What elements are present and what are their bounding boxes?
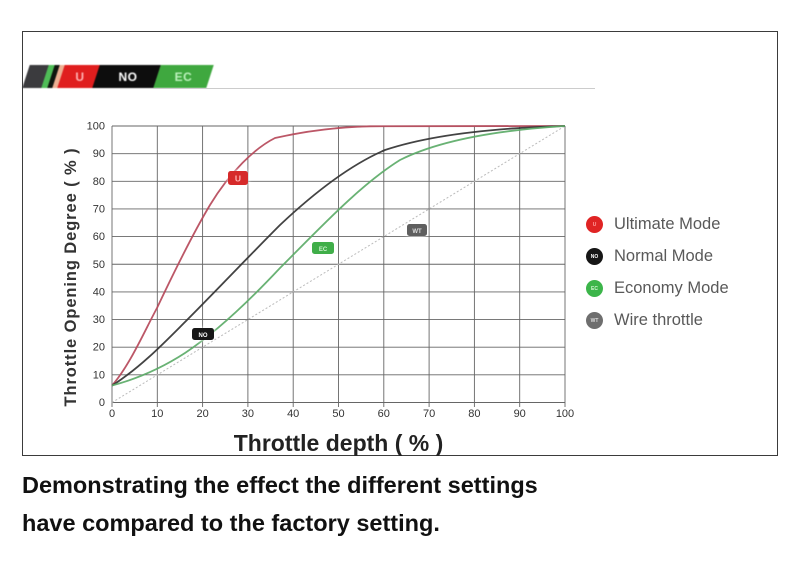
svg-text:100: 100: [556, 408, 574, 420]
svg-text:70: 70: [93, 203, 105, 215]
svg-text:90: 90: [93, 148, 105, 160]
svg-text:60: 60: [378, 408, 390, 420]
svg-text:20: 20: [196, 408, 208, 420]
svg-text:40: 40: [93, 286, 105, 298]
svg-text:10: 10: [151, 408, 163, 420]
svg-text:40: 40: [287, 408, 299, 420]
svg-text:10: 10: [93, 369, 105, 381]
svg-text:50: 50: [93, 259, 105, 271]
svg-text:U: U: [235, 174, 241, 184]
svg-text:0: 0: [109, 408, 115, 420]
svg-text:70: 70: [423, 408, 435, 420]
svg-text:100: 100: [87, 121, 105, 133]
svg-text:60: 60: [93, 231, 105, 243]
svg-text:NO: NO: [199, 333, 208, 339]
svg-text:EC: EC: [319, 247, 328, 253]
svg-text:90: 90: [514, 408, 526, 420]
svg-text:0: 0: [99, 397, 105, 409]
svg-text:30: 30: [242, 408, 254, 420]
svg-text:80: 80: [93, 176, 105, 188]
svg-text:30: 30: [93, 314, 105, 326]
svg-text:20: 20: [93, 342, 105, 354]
svg-text:80: 80: [468, 408, 480, 420]
svg-text:WT: WT: [412, 229, 422, 235]
svg-text:50: 50: [332, 408, 344, 420]
